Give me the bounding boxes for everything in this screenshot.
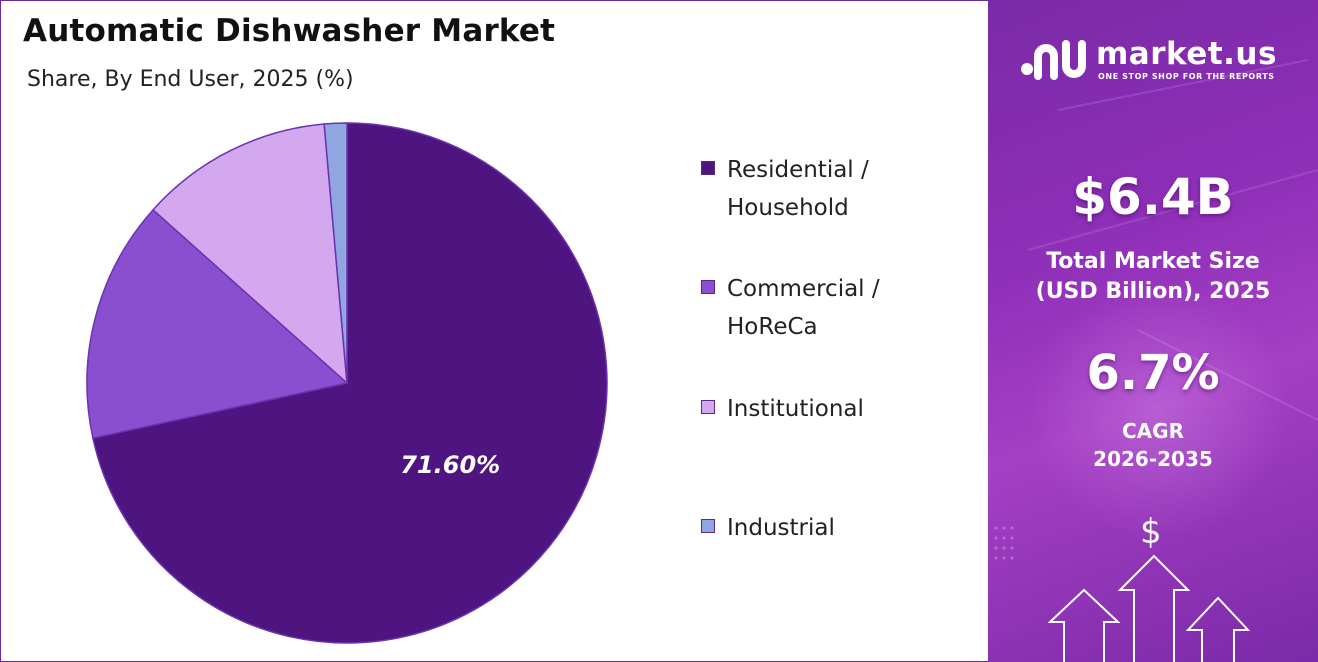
legend-swatch-institutional xyxy=(701,400,715,414)
pie-slice-commercial xyxy=(86,208,349,440)
chart-panel: Automatic Dishwasher Market Share, By En… xyxy=(1,1,987,661)
legend-label-residential: Residential / Household xyxy=(727,157,869,221)
legend-swatch-industrial xyxy=(701,519,715,533)
legend-swatch-commercial xyxy=(701,280,715,294)
logo-mark-icon xyxy=(1021,40,1086,80)
pie-slice-institutional xyxy=(151,123,348,385)
market-size-value: $6.4B xyxy=(1072,168,1234,226)
cagr-label: CAGR xyxy=(1122,419,1184,443)
background-glow xyxy=(1028,280,1288,540)
pie-data-label: 71.60% xyxy=(400,451,500,479)
brand-tagline: ONE STOP SHOP FOR THE REPORTS xyxy=(1098,72,1275,81)
market-us-logo: market.us ONE STOP SHOP FOR THE REPORTS xyxy=(1020,36,1300,86)
market-size-label-1: Total Market Size xyxy=(1046,249,1260,274)
info-sidebar: market.us ONE STOP SHOP FOR THE REPORTS … xyxy=(988,0,1318,662)
chart-title: Automatic Dishwasher Market xyxy=(23,13,556,49)
market-size-label-2: (USD Billion), 2025 xyxy=(1035,279,1271,304)
legend-swatch-residential xyxy=(701,161,715,175)
chart-subtitle: Share, By End User, 2025 (%) xyxy=(27,67,354,92)
legend-label-commercial: Commercial / HoReCa xyxy=(727,276,880,340)
legend-label-industrial: Industrial xyxy=(727,515,835,541)
cagr-period: 2026-2035 xyxy=(1093,447,1213,471)
pie-slice-industrial xyxy=(323,122,348,384)
growth-arrows-icon xyxy=(1047,554,1251,662)
cagr-value: 6.7% xyxy=(1086,345,1220,401)
decorative-lines xyxy=(994,59,1318,560)
pie-chart: 71.60% xyxy=(86,122,608,644)
dollar-sign-icon: $ xyxy=(1140,512,1162,552)
brand-name: market.us xyxy=(1096,36,1277,72)
legend-label-institutional: Institutional xyxy=(727,396,864,422)
pie-slice-residential xyxy=(92,122,608,644)
